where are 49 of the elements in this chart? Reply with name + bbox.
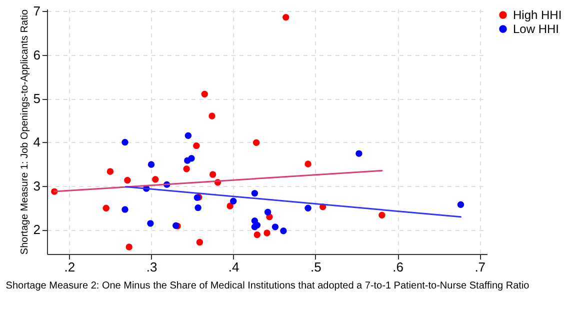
point (196, 238, 204, 246)
point (264, 230, 270, 236)
point (106, 168, 114, 175)
y-axis-title: Shortage Measure 1: Job Openings-to-Applicants Ratio (19, 8, 30, 255)
y-tick-label: 4 (33, 134, 40, 150)
point (193, 142, 200, 150)
y-tick-label: 6 (33, 47, 40, 62)
point (122, 138, 128, 146)
x-tick-label: .4 (228, 260, 240, 274)
point (148, 161, 155, 168)
point (264, 208, 272, 216)
legend-label: High HHI (513, 8, 562, 22)
point (226, 202, 234, 210)
point (209, 171, 216, 178)
y-tick-label: 7 (33, 4, 40, 19)
point (208, 112, 216, 120)
point (280, 228, 287, 234)
x-tick-label: .7 (474, 260, 486, 274)
x-tick-label: .5 (310, 260, 322, 274)
point (194, 204, 202, 212)
legend-label: Low HHI (513, 22, 560, 36)
point (251, 190, 258, 197)
x-tick-label: .2 (64, 260, 76, 274)
point (152, 176, 159, 183)
point (304, 204, 312, 212)
point (356, 150, 362, 157)
point (126, 244, 132, 250)
point (147, 220, 154, 227)
point (378, 212, 386, 218)
point (124, 176, 131, 184)
x-tick-label: .3 (146, 260, 158, 274)
point (122, 206, 128, 213)
point (304, 160, 312, 168)
point (188, 155, 195, 162)
point (102, 204, 110, 212)
point (201, 90, 208, 98)
y-tick-label: 3 (33, 178, 40, 194)
point (184, 132, 192, 139)
y-tick-label: 5 (33, 91, 40, 106)
point (282, 14, 290, 21)
y-tick-label: 2 (33, 222, 40, 238)
point (230, 198, 237, 205)
x-axis-title: Shortage Measure 2: One Minus the Share of Medical Institutions that adopted a 7-to-1 Patient-to-Nurse Staffing Ratio (6, 280, 530, 292)
point (254, 231, 261, 238)
x-tick-label: .6 (392, 260, 404, 274)
point (272, 224, 279, 230)
point (252, 139, 260, 146)
point (183, 165, 190, 172)
point (457, 201, 464, 208)
